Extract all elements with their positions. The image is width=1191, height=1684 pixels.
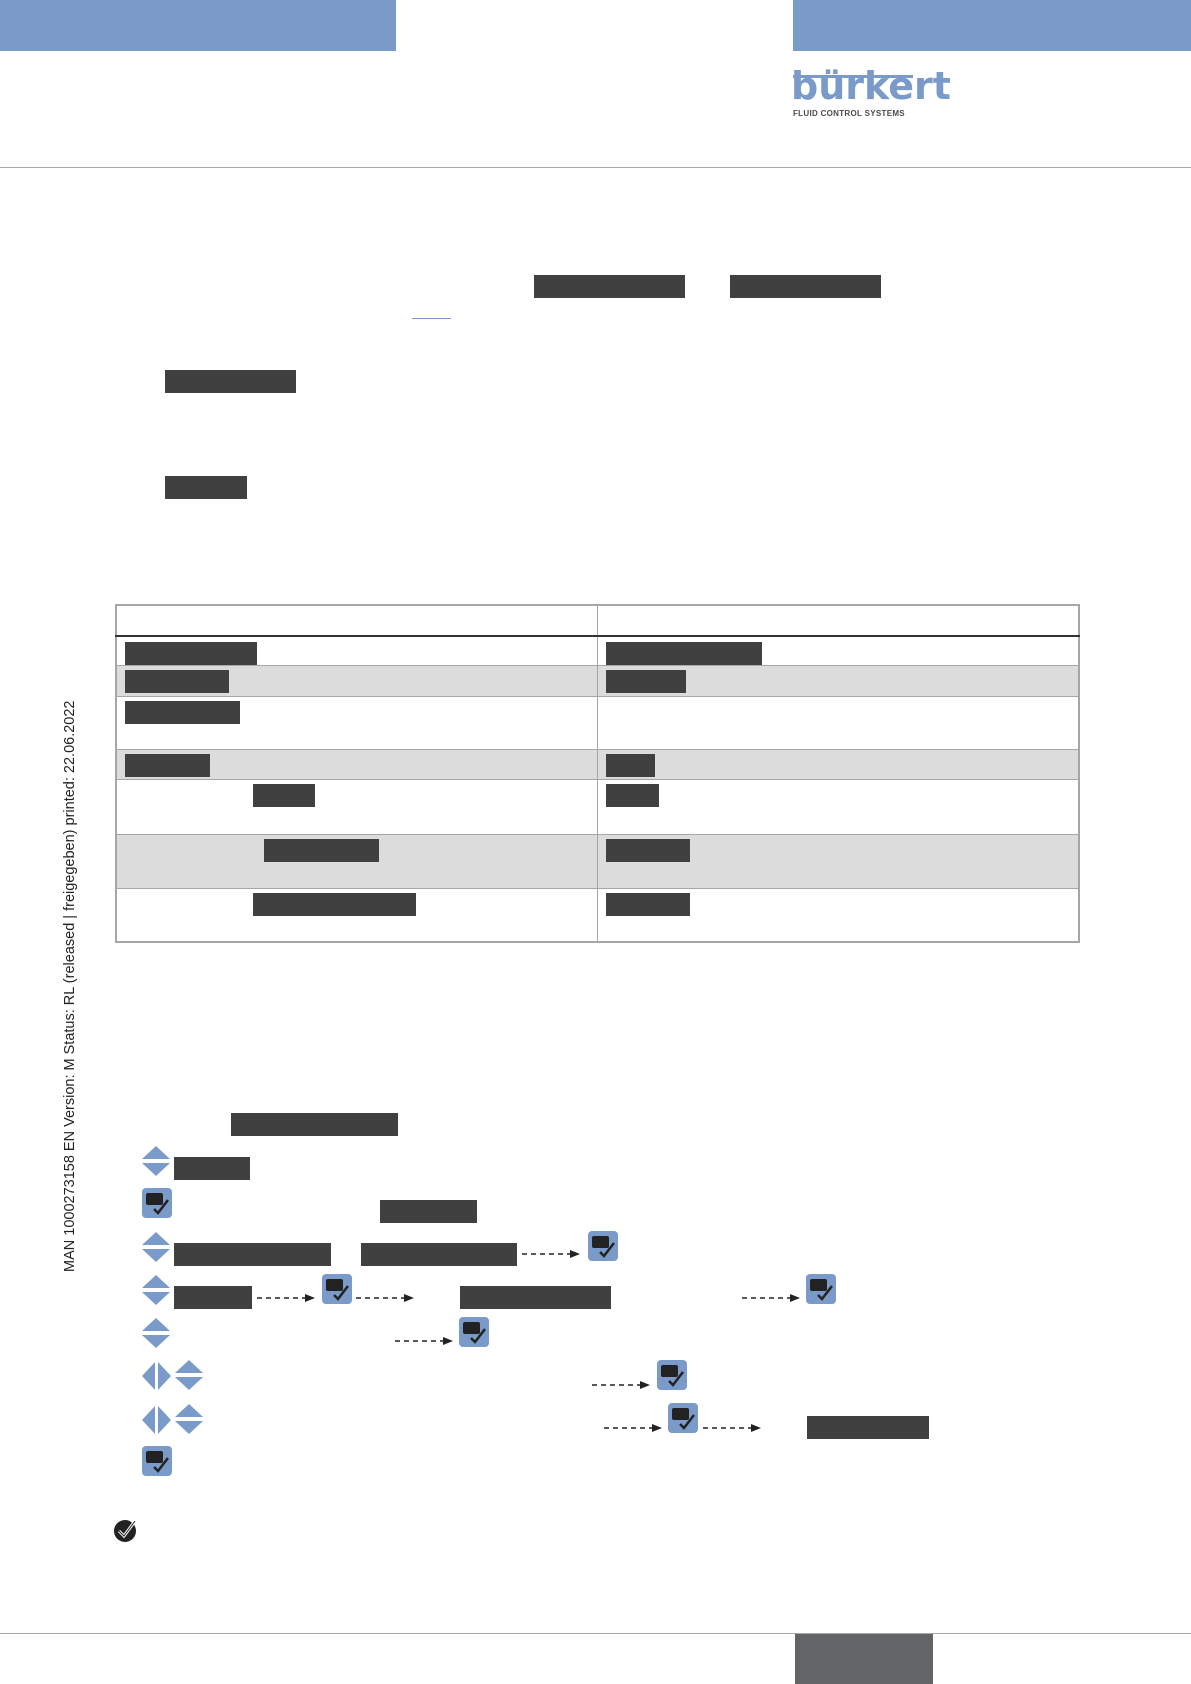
up-down-arrows-icon (142, 1146, 170, 1178)
dashed-arrow-icon (257, 1294, 315, 1302)
enter-confirm-icon (322, 1274, 352, 1304)
redacted-term (253, 783, 315, 807)
header-bar-left (0, 0, 396, 51)
dashed-arrow-icon (604, 1424, 662, 1432)
up-down-arrows-icon (142, 1318, 170, 1350)
dashed-arrow-icon (522, 1250, 580, 1258)
table-row (115, 833, 1080, 889)
table-cell (596, 833, 1080, 889)
redacted-term (460, 1286, 611, 1309)
redacted-term (125, 669, 229, 693)
logo-wordmark: bürkert (791, 64, 951, 108)
redacted-term (125, 642, 257, 665)
table-row (115, 748, 1080, 780)
enter-confirm-icon (588, 1231, 618, 1261)
table-header-row (115, 604, 1080, 637)
table-header-cell (596, 604, 1080, 637)
redacted-term (125, 700, 240, 724)
table-cell (596, 695, 1080, 750)
logo-accent-bar (793, 75, 913, 78)
header-bar-right (793, 0, 1191, 51)
page-number-box (795, 1634, 933, 1684)
dashed-arrow-icon (703, 1424, 761, 1432)
table-row (115, 695, 1080, 750)
redacted-term (534, 275, 685, 298)
redacted-term (231, 1113, 398, 1136)
document-status-line: MAN 1000273158 EN Version: M Status: RL … (62, 700, 78, 1273)
left-right-arrows-icon (142, 1362, 172, 1390)
redacted-term (174, 1243, 331, 1266)
redacted-term (730, 275, 881, 298)
redacted-term (264, 838, 379, 862)
redacted-term (605, 783, 659, 807)
redacted-term (253, 892, 416, 916)
table-cell (115, 748, 598, 780)
enter-confirm-icon (142, 1188, 172, 1218)
redacted-term (605, 838, 690, 862)
table-cell (115, 635, 598, 666)
dashed-arrow-icon (592, 1381, 650, 1389)
table-cell (115, 664, 598, 697)
up-down-arrows-icon (142, 1275, 170, 1307)
enter-confirm-icon (142, 1446, 172, 1476)
up-down-arrows-icon (142, 1232, 170, 1264)
header-rule (0, 167, 1191, 168)
redacted-term (174, 1286, 252, 1309)
check-circle-icon (114, 1520, 137, 1542)
up-down-arrows-icon (175, 1360, 203, 1392)
dashed-arrow-icon (356, 1294, 414, 1302)
table-row (115, 887, 1080, 943)
enter-confirm-icon (657, 1360, 687, 1390)
enter-confirm-icon (459, 1317, 489, 1347)
redacted-term (174, 1157, 250, 1180)
parameter-table (115, 604, 1080, 943)
table-cell (115, 887, 598, 943)
table-cell (596, 664, 1080, 697)
dashed-arrow-icon (395, 1337, 453, 1345)
redacted-term (605, 669, 686, 693)
table-cell (115, 833, 598, 889)
table-cell (115, 778, 598, 835)
table-cell (596, 778, 1080, 835)
table-header-cell (115, 604, 598, 637)
table-row (115, 778, 1080, 835)
up-down-arrows-icon (175, 1404, 203, 1436)
dashed-arrow-icon (742, 1294, 800, 1302)
redacted-term (165, 476, 247, 499)
redacted-term (807, 1416, 929, 1439)
table-cell (596, 748, 1080, 780)
redacted-term (605, 892, 690, 916)
link-underline[interactable] (412, 318, 451, 319)
redacted-term (165, 370, 296, 393)
redacted-term (361, 1243, 517, 1266)
left-right-arrows-icon (142, 1406, 172, 1434)
table-row (115, 635, 1080, 666)
table-cell (596, 635, 1080, 666)
logo-tagline: FLUID CONTROL SYSTEMS (793, 109, 905, 118)
redacted-term (125, 753, 210, 777)
redacted-term (605, 642, 762, 665)
table-cell (115, 695, 598, 750)
redacted-term (605, 753, 655, 777)
enter-confirm-icon (806, 1274, 836, 1304)
enter-confirm-icon (668, 1403, 698, 1433)
table-row (115, 664, 1080, 697)
redacted-term (380, 1200, 477, 1223)
table-cell (596, 887, 1080, 943)
footer-rule (0, 1633, 1191, 1634)
